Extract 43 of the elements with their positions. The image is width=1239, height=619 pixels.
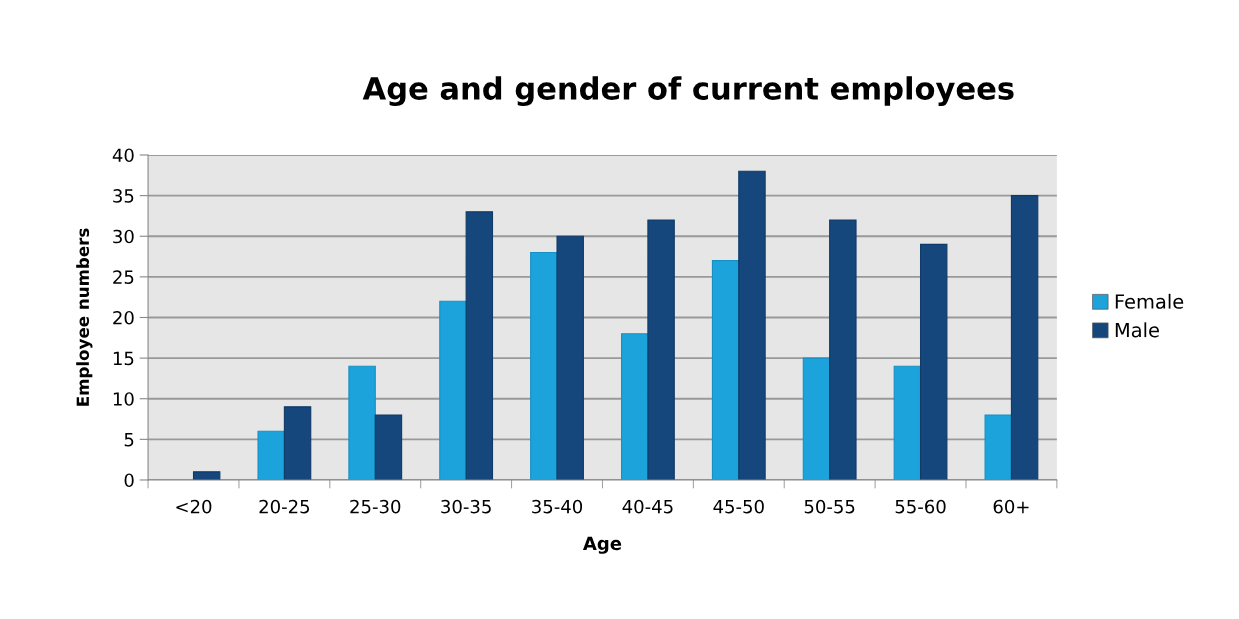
bar: [984, 414, 1012, 480]
bar: [738, 170, 766, 480]
bar: [1010, 195, 1039, 480]
y-tick-label: 40: [112, 148, 134, 163]
bar: [465, 211, 494, 480]
x-tick-label: 35-40: [532, 499, 583, 514]
x-tick-label: <20: [176, 499, 212, 514]
bar: [556, 235, 584, 480]
bar: [829, 219, 857, 480]
chart-title: Age and gender of current employees: [362, 76, 1014, 107]
bar: [283, 406, 312, 480]
x-tick-label: 45-50: [713, 499, 764, 514]
bar: [348, 365, 376, 480]
y-tick-label: 15: [113, 351, 134, 366]
bar: [802, 357, 831, 480]
bar: [439, 300, 467, 480]
x-tick-label: 40-45: [622, 499, 673, 514]
bar: [711, 260, 740, 480]
legend-label: Female: [1115, 293, 1184, 309]
x-tick-label: 20-25: [259, 499, 310, 514]
bar: [919, 243, 948, 480]
bar: [893, 365, 922, 480]
y-tick-label: 20: [113, 310, 134, 325]
y-tick-label: 25: [113, 270, 134, 284]
bar: [620, 333, 649, 480]
legend-label: Male: [1115, 322, 1159, 338]
bar: [257, 430, 285, 480]
x-tick-label: 55-60: [895, 499, 946, 514]
y-tick-label: 5: [124, 433, 134, 447]
bar: [192, 471, 221, 480]
x-tick-label: 50-55: [804, 499, 855, 514]
x-tick-label: 30-35: [441, 499, 491, 514]
bar: [647, 219, 675, 480]
x-axis-title: Age: [582, 536, 622, 554]
y-tick-label: 10: [113, 392, 134, 406]
x-tick-label: 60+: [993, 499, 1029, 514]
bar: [530, 251, 558, 480]
bar: [374, 414, 403, 480]
x-tick-label: 25-30: [350, 499, 401, 514]
y-tick-label: 0: [124, 473, 134, 488]
y-axis-title: Employee numbers: [76, 228, 93, 406]
y-tick-label: 35: [113, 189, 134, 203]
y-tick-label: 30: [113, 229, 134, 244]
